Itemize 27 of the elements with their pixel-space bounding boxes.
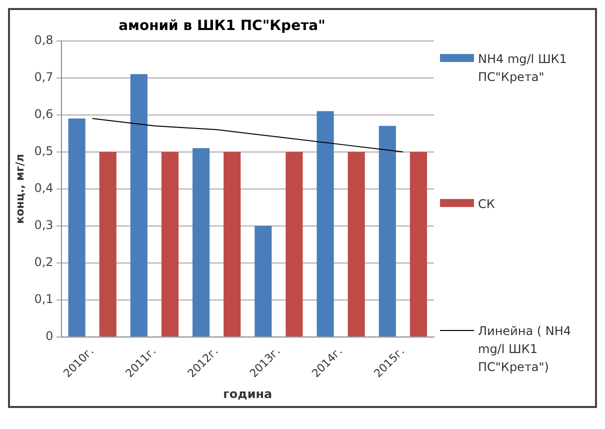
- y-tick-label: 0,7: [34, 70, 54, 84]
- bar: [161, 152, 179, 336]
- y-tick-label: 0,6: [34, 106, 54, 121]
- bar: [192, 148, 210, 336]
- y-tick-label: 0,8: [34, 32, 54, 47]
- legend-label: СК: [478, 196, 496, 213]
- y-tick-label: 0: [46, 329, 54, 344]
- legend-label: NH4 mg/l ШК1 ПС"Крета": [478, 51, 568, 86]
- y-tick-label: 0,2: [34, 255, 54, 270]
- x-axis-title: година: [223, 386, 272, 401]
- bar: [68, 118, 86, 336]
- bar: [99, 152, 116, 336]
- bar: [316, 111, 334, 336]
- y-tick-label: 0,3: [34, 218, 54, 232]
- bar: [286, 152, 303, 336]
- bar: [348, 152, 365, 336]
- y-axis-title: конц., мг/л: [13, 154, 26, 224]
- bar: [224, 152, 241, 336]
- bar: [410, 152, 428, 336]
- bar: [378, 126, 396, 336]
- y-tick-label: 0,5: [34, 144, 54, 158]
- legend-label: Линейна ( NH4 mg/l ШК1 ПС"Крета"): [478, 323, 572, 376]
- chart-title: амоний в ШК1 ПС"Крета": [118, 18, 326, 34]
- bar: [254, 226, 272, 336]
- y-tick-label: 0,4: [34, 180, 54, 195]
- y-tick-label: 0,1: [34, 292, 54, 306]
- bar: [130, 74, 148, 336]
